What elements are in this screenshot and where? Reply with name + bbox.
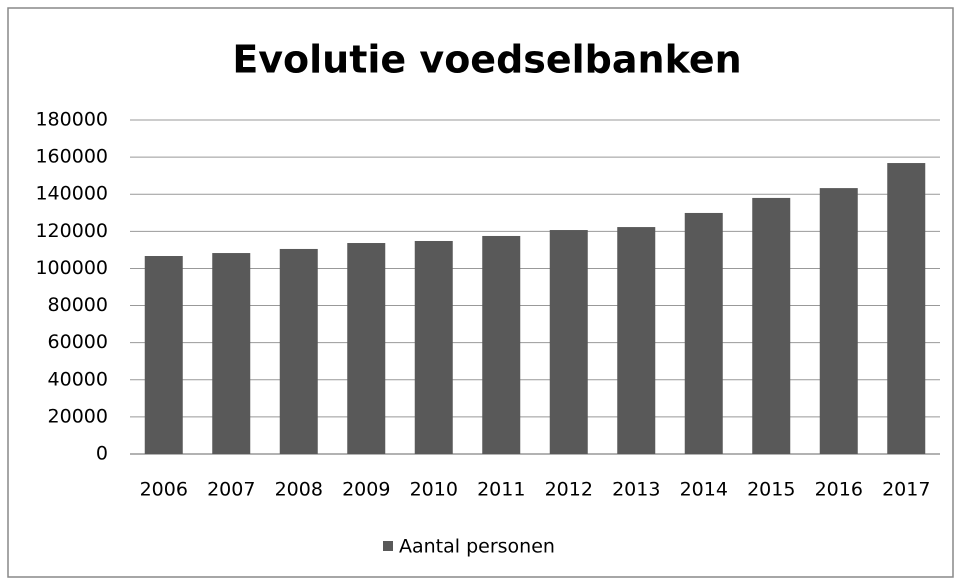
x-tick-label: 2012 (545, 479, 593, 501)
y-tick-label: 0 (96, 443, 108, 465)
bar (212, 253, 251, 454)
y-tick-label: 180000 (35, 109, 108, 131)
x-tick-label: 2009 (342, 479, 390, 501)
x-tick-label: 2007 (207, 479, 255, 501)
y-tick-label: 120000 (35, 220, 108, 242)
x-tick-label: 2011 (477, 479, 525, 501)
bar (752, 197, 791, 454)
bar (684, 212, 723, 454)
bar (887, 163, 926, 454)
bar (549, 230, 588, 454)
chart-title: Evolutie voedselbanken (232, 38, 741, 82)
y-tick-label: 80000 (48, 294, 108, 316)
x-tick-label: 2013 (612, 479, 660, 501)
y-tick-label: 20000 (48, 405, 108, 427)
y-tick-label: 140000 (35, 183, 108, 205)
legend-swatch (383, 541, 393, 551)
legend-label: Aantal personen (399, 536, 555, 558)
y-tick-label: 40000 (48, 368, 108, 390)
x-tick-label: 2016 (815, 479, 863, 501)
bar (819, 188, 858, 455)
x-tick-label: 2017 (882, 479, 930, 501)
bar (347, 243, 386, 454)
x-tick-label: 2010 (410, 479, 458, 501)
x-tick-label: 2008 (275, 479, 323, 501)
x-tick-label: 2014 (680, 479, 728, 501)
bar (617, 227, 656, 454)
y-tick-label: 60000 (48, 331, 108, 353)
bar (414, 240, 453, 454)
x-tick-label: 2015 (747, 479, 795, 501)
y-tick-label: 160000 (35, 146, 108, 168)
bar (482, 235, 521, 454)
x-tick-label: 2006 (140, 479, 188, 501)
y-tick-label: 100000 (35, 257, 108, 279)
bar (144, 256, 183, 454)
bar (279, 248, 318, 454)
